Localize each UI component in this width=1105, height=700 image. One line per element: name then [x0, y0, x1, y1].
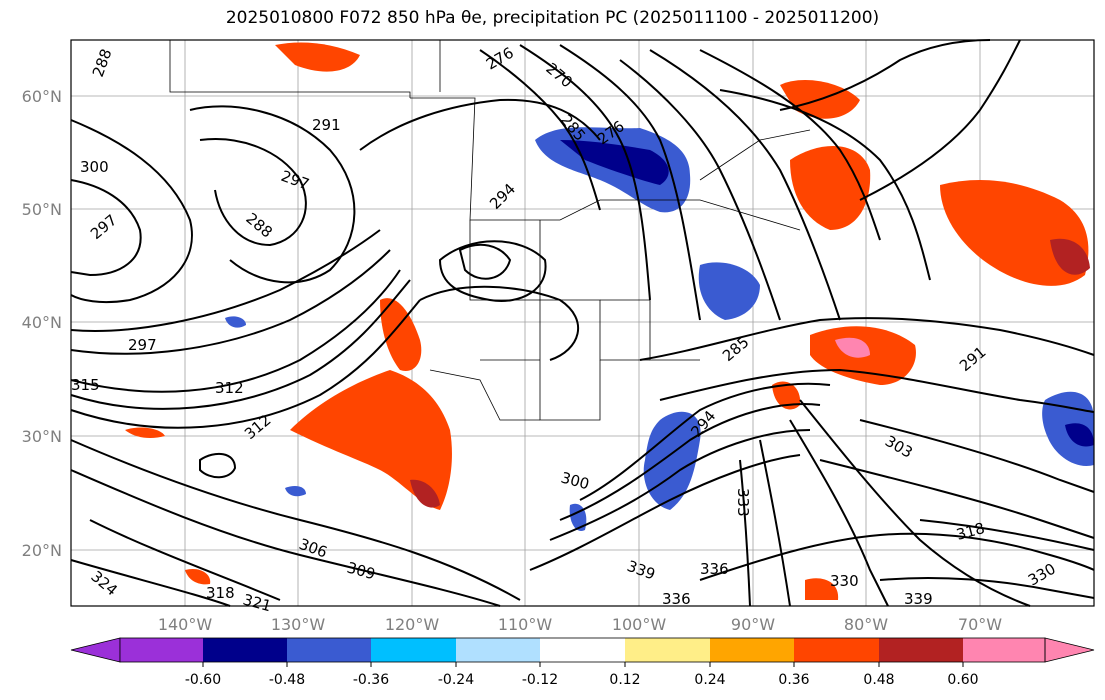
colorbar-lower-extend	[70, 637, 121, 663]
pos-area-california-pacific	[290, 370, 452, 510]
colorbar-tick-label: 0.36	[778, 672, 809, 688]
lat-axis: 20°N 30°N 40°N 50°N 60°N	[22, 87, 62, 560]
colorbar-segment	[203, 638, 287, 662]
contour-label: 318	[206, 584, 235, 602]
colorbar-tick-label: 0.48	[863, 672, 894, 688]
contour-label: 312	[215, 379, 244, 397]
colorbar-segment	[371, 638, 456, 662]
lon-tick-label: 70°W	[958, 615, 1002, 634]
pos-area-gulf-alaska	[275, 42, 360, 72]
colorbar-segment	[540, 638, 625, 662]
colorbar-segment	[710, 638, 794, 662]
pos-area-small-west	[125, 427, 165, 438]
lon-tick-label: 80°W	[844, 615, 888, 634]
colorbar-tick-label: -0.24	[438, 672, 474, 688]
contour-label: 336	[662, 590, 691, 608]
map-frame	[70, 39, 1095, 607]
colorbar-segment	[879, 638, 963, 662]
colorbar-segment	[625, 638, 710, 662]
colorbar-tick-label: -0.60	[185, 672, 221, 688]
lon-tick-label: 90°W	[731, 615, 775, 634]
lon-tick-label: 110°W	[498, 615, 553, 634]
colorbar-segment	[120, 638, 203, 662]
pos-area-california-coast	[380, 298, 422, 371]
lat-tick-label: 50°N	[22, 200, 62, 219]
colorbar-frame	[119, 637, 1046, 663]
colorbar-tick-label: 0.60	[947, 672, 978, 688]
colorbar-tick-label: 0.12	[609, 672, 640, 688]
chart-title: 2025010800 F072 850 hPa θe, precipitatio…	[225, 8, 880, 28]
lat-tick-label: 30°N	[22, 427, 62, 446]
lat-tick-label: 60°N	[22, 87, 62, 106]
boundaries	[169, 40, 811, 421]
neg-area-small-1	[225, 316, 246, 328]
colorbar-segment	[287, 638, 371, 662]
colorbar-tick-label: 0.24	[694, 672, 725, 688]
colorbar-segment	[963, 638, 1045, 662]
lat-tick-label: 40°N	[22, 313, 62, 332]
pos-area-atlantic-canada-core	[1050, 238, 1090, 275]
contour-label: 297	[128, 336, 157, 354]
lon-axis: 140°W 130°W 120°W 110°W 100°W 90°W 80°W …	[158, 615, 1002, 634]
neg-area-northern-plains-core	[560, 140, 669, 185]
contour-label: 291	[312, 116, 341, 134]
colorbar-tick-label: -0.36	[353, 672, 389, 688]
theta-e-contours	[70, 39, 1095, 607]
pos-area-atlantic-canada	[940, 180, 1089, 286]
lon-tick-label: 140°W	[158, 615, 213, 634]
pos-area-california-core	[410, 479, 440, 508]
pos-area-small-east	[805, 578, 839, 600]
colorbar-segment	[794, 638, 879, 662]
pos-area-pacific-2	[185, 568, 211, 585]
contour-label: 336	[700, 560, 729, 578]
colorbar: -0.60 -0.48 -0.36 -0.24 -0.12 0.12 0.24 …	[70, 637, 1095, 688]
colorbar-ticks	[202, 662, 964, 667]
colorbar-segment	[456, 638, 540, 662]
colorbar-tick-label: -0.48	[269, 672, 305, 688]
colorbar-upper-extend	[1044, 637, 1095, 663]
colorbar-tick-label: -0.12	[522, 672, 558, 688]
lon-tick-label: 130°W	[271, 615, 326, 634]
pos-area-eastern-us-core	[835, 337, 870, 358]
lon-tick-label: 120°W	[385, 615, 440, 634]
contour-label: 330	[830, 572, 859, 590]
contour-label: 315	[71, 376, 100, 394]
contour-label: 333	[734, 488, 752, 517]
contour-label: 300	[80, 158, 109, 176]
neg-area-midwest	[698, 262, 760, 320]
neg-area-small-2	[285, 486, 306, 497]
contour-label: 339	[904, 590, 933, 608]
pos-area-gulf-coast	[772, 381, 801, 410]
neg-area-atlantic-core	[1065, 423, 1094, 447]
lon-tick-label: 100°W	[612, 615, 667, 634]
lat-tick-label: 20°N	[22, 541, 62, 560]
